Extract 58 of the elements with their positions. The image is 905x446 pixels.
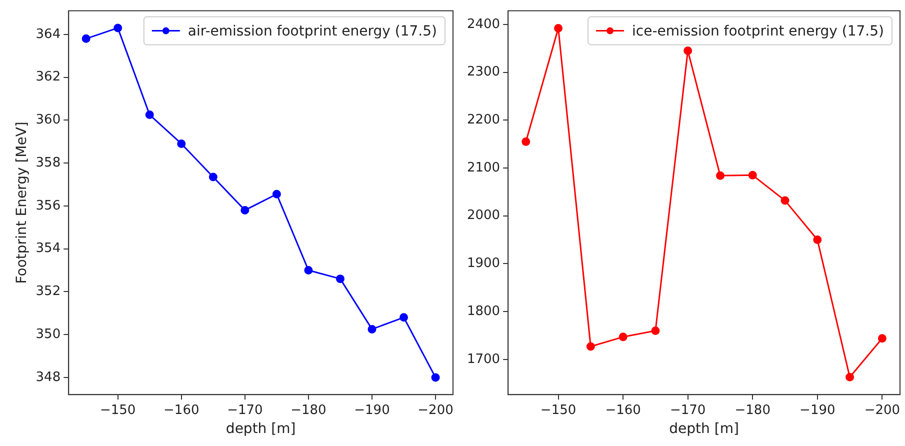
y-tick-label: 2300 <box>466 64 500 80</box>
x-tick-label: −160 <box>605 402 641 418</box>
point <box>272 190 281 198</box>
y-tick-label: 1900 <box>466 256 500 272</box>
point <box>618 332 628 342</box>
y-tick-label: 350 <box>36 326 61 342</box>
y-tick-label: 364 <box>36 26 61 42</box>
point <box>846 372 854 382</box>
point <box>780 196 790 205</box>
y-tick-label: 358 <box>36 155 61 170</box>
point <box>208 172 218 182</box>
x-tick-label: −150 <box>100 402 136 418</box>
point <box>114 24 122 32</box>
y-tick-label: 356 <box>36 198 61 214</box>
y-tick-label: 352 <box>36 284 61 300</box>
x-tick-label: −180 <box>734 402 770 418</box>
x-tick-label: −190 <box>800 402 836 418</box>
x-tick-label: −200 <box>418 402 454 418</box>
x-tick-label: −170 <box>227 402 263 418</box>
point <box>368 324 376 334</box>
point <box>813 236 822 244</box>
point <box>522 137 530 146</box>
x-tick-label: −170 <box>670 402 706 418</box>
x-tick-label: −200 <box>864 402 900 418</box>
x-tick-label: −150 <box>540 402 576 418</box>
x-axis-title: depth [m] <box>226 421 296 438</box>
x-axis-title: depth [m] <box>669 421 739 438</box>
point <box>177 139 186 148</box>
x-tick-label: −190 <box>354 402 390 418</box>
y-tick-label: 354 <box>36 241 61 256</box>
point <box>586 342 595 351</box>
legend-label: ice-emission footprint energy (17.5) <box>632 23 884 40</box>
x-tick-label: −160 <box>164 402 200 418</box>
y-tick-label: 1800 <box>466 304 500 319</box>
point <box>336 274 344 284</box>
point <box>716 171 724 180</box>
point <box>431 373 440 382</box>
point <box>240 206 250 214</box>
y-tick-label: 360 <box>36 112 61 128</box>
point <box>554 24 563 33</box>
y-tick-label: 348 <box>36 370 61 385</box>
y-tick-label: 2100 <box>466 160 500 176</box>
y-tick-label: 2000 <box>466 208 500 224</box>
point <box>748 170 757 180</box>
y-tick-label: 362 <box>36 70 61 85</box>
y-axis-title: Footprint Energy [MeV] <box>14 122 30 284</box>
point <box>145 110 154 120</box>
x-tick-label: −180 <box>290 402 326 418</box>
legend-label: air-emission footprint energy (17.5) <box>188 23 437 40</box>
point <box>82 34 90 43</box>
y-tick-label: 2200 <box>466 112 500 128</box>
point <box>684 46 692 56</box>
point <box>878 334 886 343</box>
y-tick-label: 1700 <box>466 352 500 367</box>
point <box>304 266 313 274</box>
point <box>651 326 660 335</box>
y-tick-label: 2400 <box>466 16 500 32</box>
point <box>400 313 408 322</box>
